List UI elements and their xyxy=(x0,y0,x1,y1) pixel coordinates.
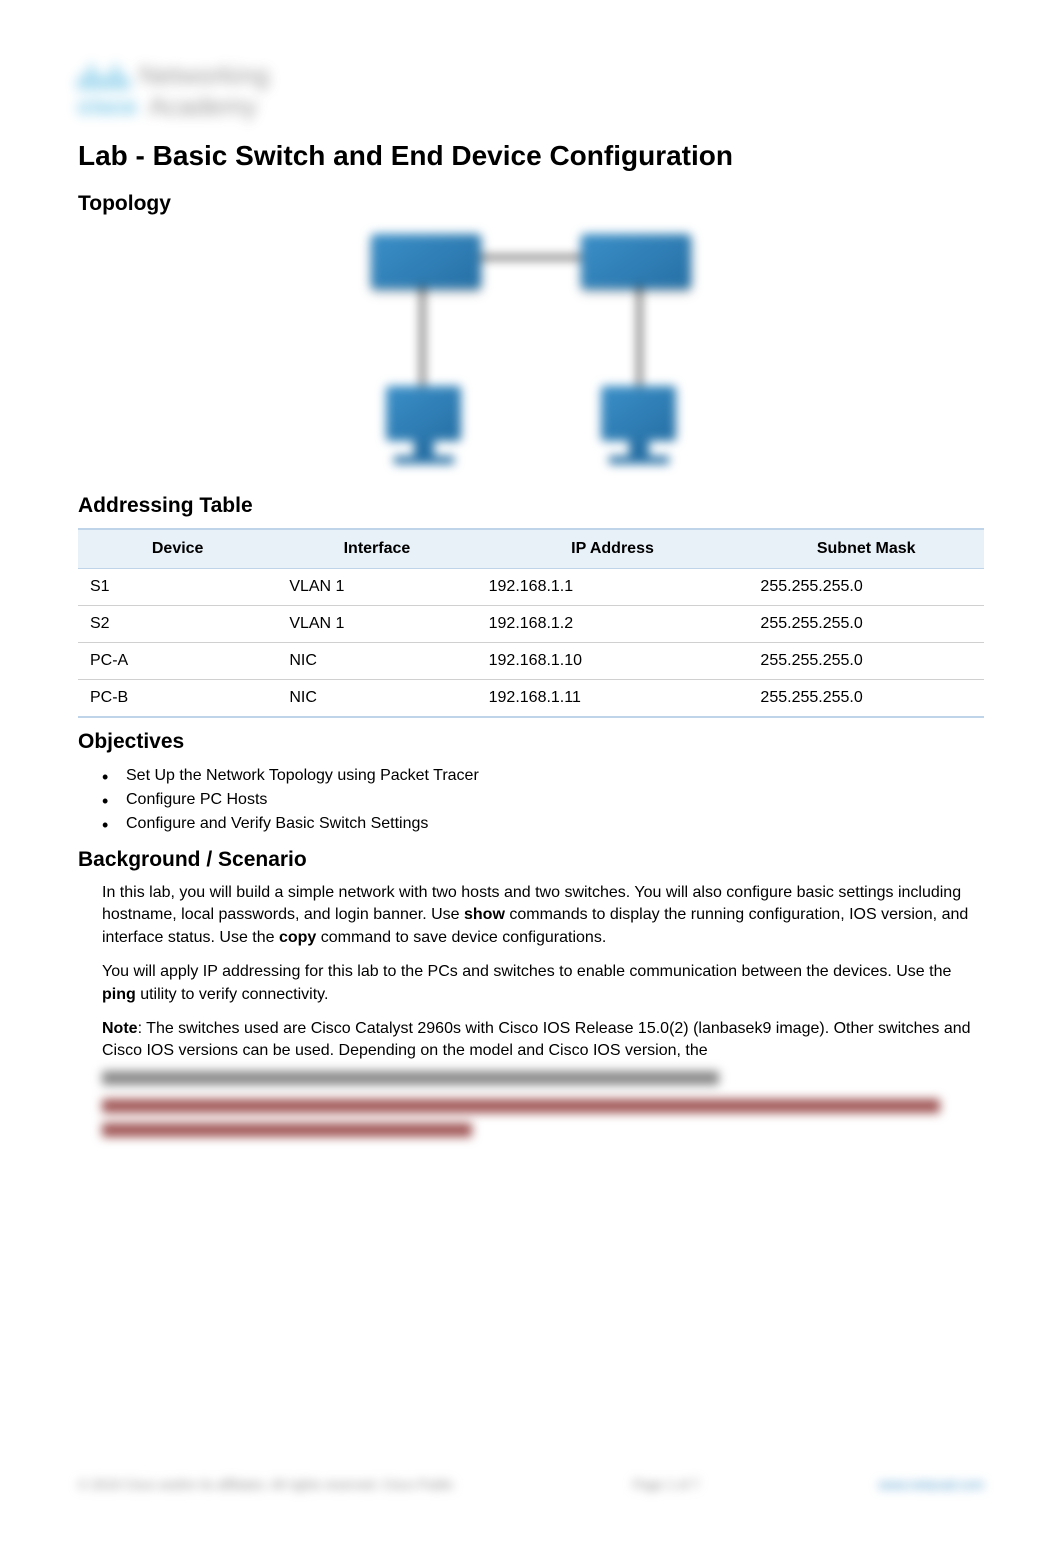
list-item: Configure and Verify Basic Switch Settin… xyxy=(126,812,984,836)
bold-ping: ping xyxy=(102,986,136,1003)
footer-link: www.netacad.com xyxy=(879,1477,985,1492)
background-paragraph-1: In this lab, you will build a simple net… xyxy=(78,882,984,949)
logo-block: Networking cisco Academy xyxy=(78,60,984,122)
objectives-list: Set Up the Network Topology using Packet… xyxy=(78,764,984,836)
cell-mask: 255.255.255.0 xyxy=(748,569,984,606)
col-ip: IP Address xyxy=(477,529,749,569)
footer-copyright: © 2019 Cisco and/or its affiliates. All … xyxy=(78,1477,454,1492)
cell-device: S1 xyxy=(78,569,277,606)
addressing-table: Device Interface IP Address Subnet Mask … xyxy=(78,528,984,718)
cell-mask: 255.255.255.0 xyxy=(748,643,984,680)
cell-interface: NIC xyxy=(277,643,476,680)
page-footer: © 2019 Cisco and/or its affiliates. All … xyxy=(78,1477,984,1492)
table-row: S1 VLAN 1 192.168.1.1 255.255.255.0 xyxy=(78,569,984,606)
bold-copy: copy xyxy=(279,929,316,946)
col-device: Device xyxy=(78,529,277,569)
cell-ip: 192.168.1.2 xyxy=(477,606,749,643)
list-item: Configure PC Hosts xyxy=(126,788,984,812)
background-paragraph-3: Note: The switches used are Cisco Cataly… xyxy=(78,1018,984,1063)
table-row: S2 VLAN 1 192.168.1.2 255.255.255.0 xyxy=(78,606,984,643)
cell-ip: 192.168.1.1 xyxy=(477,569,749,606)
switch-s1-icon xyxy=(371,234,481,289)
table-row: PC-A NIC 192.168.1.10 255.255.255.0 xyxy=(78,643,984,680)
pc-a-icon xyxy=(381,386,466,466)
cell-interface: NIC xyxy=(277,680,476,718)
heading-objectives: Objectives xyxy=(78,730,984,754)
logo-text-networking: Networking xyxy=(139,60,269,91)
cell-ip: 192.168.1.10 xyxy=(477,643,749,680)
heading-topology: Topology xyxy=(78,192,984,216)
cable-icon xyxy=(421,286,424,396)
cell-device: PC-B xyxy=(78,680,277,718)
topology-diagram xyxy=(78,226,984,476)
cell-ip: 192.168.1.11 xyxy=(477,680,749,718)
cable-icon xyxy=(638,286,641,396)
cable-icon xyxy=(481,256,581,259)
background-paragraph-2: You will apply IP addressing for this la… xyxy=(78,961,984,1006)
cell-device: S2 xyxy=(78,606,277,643)
switch-s2-icon xyxy=(581,234,691,289)
blurred-content xyxy=(78,1071,984,1137)
list-item: Set Up the Network Topology using Packet… xyxy=(126,764,984,788)
cell-mask: 255.255.255.0 xyxy=(748,606,984,643)
col-interface: Interface xyxy=(277,529,476,569)
heading-addressing: Addressing Table xyxy=(78,494,984,518)
cell-mask: 255.255.255.0 xyxy=(748,680,984,718)
table-header-row: Device Interface IP Address Subnet Mask xyxy=(78,529,984,569)
heading-background: Background / Scenario xyxy=(78,848,984,872)
pc-b-icon xyxy=(596,386,681,466)
cisco-logo-icon xyxy=(78,62,129,90)
col-mask: Subnet Mask xyxy=(748,529,984,569)
bold-note: Note xyxy=(102,1020,138,1037)
page-title: Lab - Basic Switch and End Device Config… xyxy=(78,140,984,172)
logo-text-cisco: cisco xyxy=(78,94,137,120)
cell-interface: VLAN 1 xyxy=(277,606,476,643)
logo-text-academy: Academy xyxy=(149,91,257,122)
bold-show: show xyxy=(464,906,505,923)
cell-interface: VLAN 1 xyxy=(277,569,476,606)
table-row: PC-B NIC 192.168.1.11 255.255.255.0 xyxy=(78,680,984,718)
footer-page-number: Page 1 of 7 xyxy=(633,1477,700,1492)
cell-device: PC-A xyxy=(78,643,277,680)
